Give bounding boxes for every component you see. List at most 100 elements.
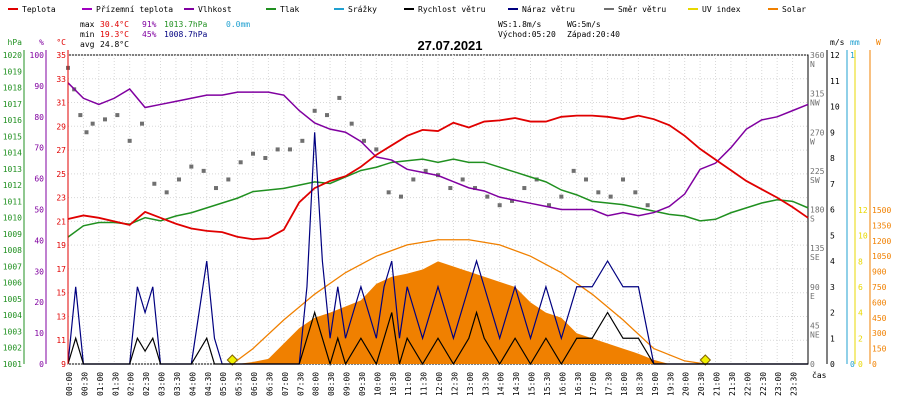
wind-direction-point [423, 168, 428, 173]
ms-axis-tick: 10 [830, 103, 840, 112]
temp-axis-tick: 31 [56, 99, 66, 108]
temp-axis-tick: 11 [56, 336, 66, 345]
wind-direction-point [251, 151, 255, 156]
x-tick-label: 22:00 [743, 372, 752, 396]
hpa-axis-tick: 1010 [3, 214, 22, 223]
dir-axis-direction: W [810, 137, 815, 146]
hpa-axis-tick: 1015 [3, 132, 22, 141]
wind-direction-point [312, 108, 317, 113]
wind-direction-point [127, 138, 132, 143]
ms-axis-tick: 6 [830, 206, 835, 215]
x-tick-label: 04:30 [204, 372, 213, 396]
dir-axis-tick: 315 [810, 90, 825, 99]
x-tick-label: 21:30 [728, 372, 737, 396]
w-axis-tick: 1500 [872, 206, 891, 215]
x-tick-label: 13:00 [466, 372, 475, 396]
x-tick-label: 16:00 [558, 372, 567, 396]
wind-direction-point [90, 121, 95, 126]
hpa-axis-tick: 1019 [3, 67, 22, 76]
pct-axis-tick: 40 [34, 236, 44, 245]
stat-max-temp: 30.4°C [100, 20, 129, 29]
w-axis-tick: 300 [872, 329, 887, 338]
wind-direction-point [608, 194, 613, 199]
x-tick-label: 14:00 [497, 372, 506, 396]
x-tick-label: 12:30 [450, 372, 459, 396]
uv-axis-tick: 4 [858, 309, 863, 318]
x-tick-label: 04:00 [188, 372, 197, 396]
wind-direction-point [362, 138, 366, 143]
wind-direction-point [152, 181, 157, 186]
temp-axis-tick: 21 [56, 217, 66, 226]
x-tick-label: 18:00 [620, 372, 629, 396]
stat-avg-temp: 24.8°C [100, 40, 129, 49]
dir-axis-direction: E [810, 292, 815, 301]
wind-speed-line [67, 310, 808, 367]
pct-axis-tick: 50 [34, 206, 44, 215]
chart-title: 27.07.2021 [417, 38, 482, 53]
x-tick-label: 11:00 [404, 372, 413, 396]
x-tick-label: 02:30 [142, 372, 151, 396]
hpa-axis-tick: 1003 [3, 327, 22, 336]
x-tick-label: 10:30 [389, 372, 398, 396]
w-axis-tick: 600 [872, 298, 887, 307]
pct-axis-tick: 0 [39, 360, 44, 369]
dir-axis-direction: SE [810, 253, 820, 262]
x-tick-label: 06:30 [265, 372, 274, 396]
wind-direction-point [201, 168, 206, 173]
legend-label: Tlak [280, 5, 299, 14]
x-tick-label: 05:00 [219, 372, 228, 396]
dir-axis-tick: 0 [810, 360, 815, 369]
ms-axis-tick: 4 [830, 257, 835, 266]
ms-axis-tick: 8 [830, 154, 835, 163]
wind-direction-point [84, 130, 89, 135]
w-axis-tick: 1350 [872, 221, 891, 230]
hpa-axis-tick: 1017 [3, 100, 22, 109]
x-tick-label: 00:00 [65, 372, 74, 396]
wind-direction-point [238, 160, 243, 165]
ms-axis-tick: 11 [830, 77, 840, 86]
stat-min-temp: 19.3°C [100, 30, 129, 39]
uv-axis-tick: 2 [858, 334, 863, 343]
solar-max-line [231, 239, 706, 365]
wind-direction-point [473, 186, 477, 191]
legend-label: Teplota [22, 5, 56, 14]
w-axis-tick: 1200 [872, 237, 891, 246]
w-axis-tick: 900 [872, 268, 887, 277]
temp-axis-tick: 23 [56, 194, 66, 203]
stat-max-press: 1013.7hPa [164, 20, 208, 29]
hpa-axis-tick: 1011 [3, 197, 22, 206]
pct-axis-label: % [39, 38, 44, 47]
wind-direction-point [584, 177, 588, 182]
x-tick-label: 00:30 [80, 372, 89, 396]
dir-axis-tick: 135 [810, 244, 825, 253]
wind-direction-point [325, 113, 329, 118]
stat-min-press: 1008.7hPa [164, 30, 208, 39]
temp-axis-tick: 35 [56, 51, 66, 60]
x-tick-label: 15:30 [543, 372, 552, 396]
stat-ws: WS:1.8m/s [498, 20, 542, 29]
wind-direction-point [621, 177, 625, 182]
wind-direction-point [115, 113, 120, 118]
x-tick-label: 17:00 [589, 372, 598, 396]
wind-direction-point [275, 147, 280, 152]
ms-axis-tick: 7 [830, 180, 835, 189]
legend-label: Srážky [348, 5, 377, 14]
dir-axis-tick: 270 [810, 128, 825, 137]
dir-axis-direction: S [810, 215, 815, 224]
temp-axis-tick: 15 [56, 289, 66, 298]
legend-label: UV index [702, 5, 741, 14]
uv-axis-tick: 6 [858, 283, 863, 292]
x-tick-label: 22:30 [759, 372, 768, 396]
wind-direction-point [411, 177, 416, 182]
pct-axis-tick: 90 [34, 82, 44, 91]
w-axis-tick: 150 [872, 345, 887, 354]
stat-sunrise: Východ:05:20 [498, 30, 556, 39]
x-tick-label: 03:00 [158, 372, 167, 396]
ms-axis-tick: 2 [830, 309, 835, 318]
uv-axis-tick: 10 [858, 232, 868, 241]
x-tick-label: 09:30 [358, 372, 367, 396]
pct-axis-tick: 60 [34, 175, 44, 184]
legend-label: Směr větru [618, 5, 666, 14]
w-axis-tick: 0 [872, 360, 877, 369]
